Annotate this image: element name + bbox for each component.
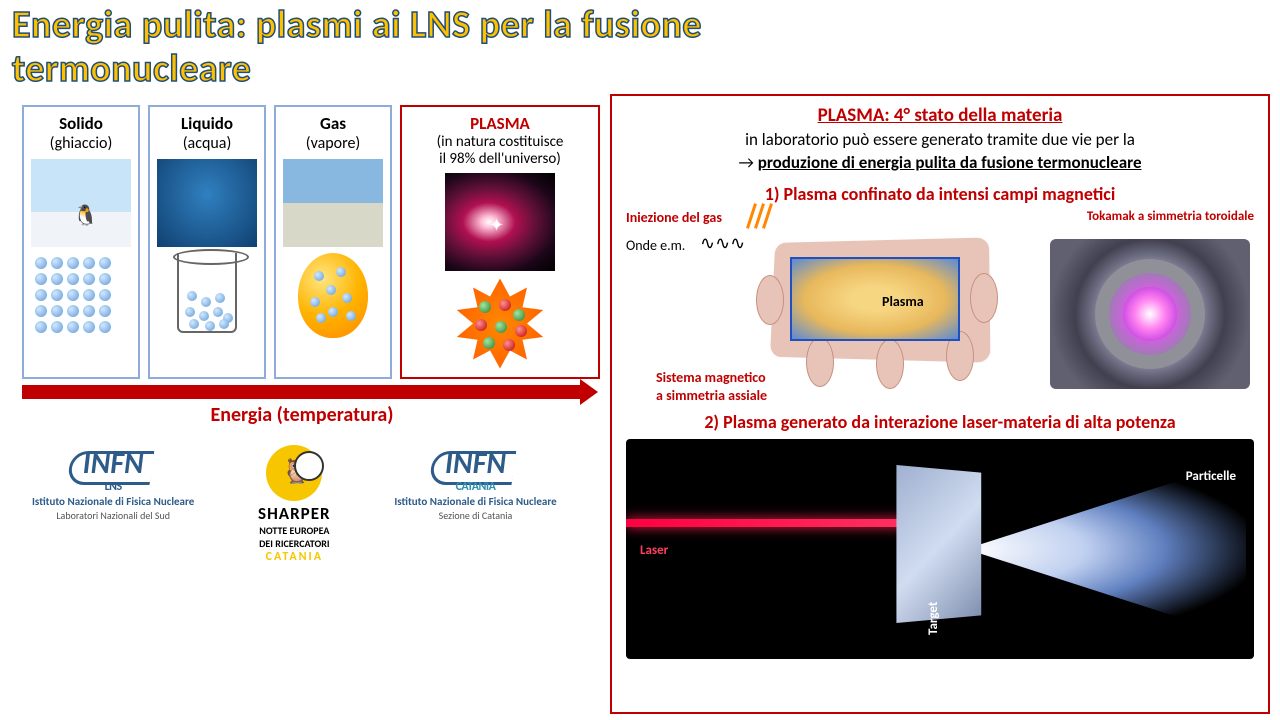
label-magsys1: Sistema magnetico (656, 369, 766, 386)
rp-line3: produzione di energia pulita da fusione … (758, 152, 1142, 173)
gas-photo (283, 159, 383, 247)
rp-title: PLASMA: 4° stato della materia (626, 104, 1254, 127)
rp-line3-wrap: → produzione di energia pulita da fusion… (626, 152, 1254, 173)
state-name: Solido (59, 113, 103, 134)
solido-molecules-icon (31, 253, 131, 343)
sharper-t3: DEI RICERCATORI (224, 537, 364, 550)
left-panel: Solido (ghiaccio) 🐧 Liquido (acqua) (22, 105, 602, 564)
state-sub1: (in natura costituisce (437, 134, 564, 151)
right-panel: PLASMA: 4° stato della materia in labora… (610, 94, 1270, 714)
diagram-laser: Laser Target Particelle (626, 439, 1254, 659)
sharper-t2: NOTTE EUROPEA (224, 524, 364, 537)
rp-line2: in laboratorio può essere generato trami… (626, 129, 1254, 150)
energy-arrow (22, 385, 582, 399)
infn-line2: Sezione di Catania (394, 509, 556, 522)
section2-title: 2) Plasma generato da interazione laser-… (626, 411, 1254, 433)
target-plate-icon (896, 465, 981, 623)
infn-line1: Istituto Nazionale di Fisica Nucleare (32, 495, 194, 508)
label-injection: Iniezione del gas (626, 209, 722, 226)
bubble-icon (294, 451, 324, 481)
state-sub2: il 98% dell'universo) (439, 151, 561, 168)
label-particles: Particelle (1186, 469, 1236, 484)
diagram-magnetic: Iniezione del gas Onde e.m. ∿∿∿ Plasma S… (626, 209, 1254, 409)
gas-lines-icon (746, 203, 776, 233)
states-row: Solido (ghiaccio) 🐧 Liquido (acqua) (22, 105, 602, 379)
label-waves: Onde e.m. (626, 237, 685, 254)
label-target: Target (926, 602, 941, 635)
chamber-icon (766, 239, 986, 359)
state-sub: (ghiaccio) (50, 134, 113, 153)
plasma-nebula-photo (445, 173, 555, 271)
page-title: Energia pulita: plasmi ai LNS per la fus… (12, 4, 702, 91)
plasma-sun-icon (450, 279, 550, 371)
liquido-photo (157, 159, 257, 247)
solido-photo: 🐧 (31, 159, 131, 247)
state-liquido: Liquido (acqua) (148, 105, 266, 379)
state-name: Liquido (181, 113, 233, 134)
sharper-t4: CATANIA (224, 550, 364, 564)
wave-icon: ∿∿∿ (700, 233, 745, 254)
label-plasma: Plasma (882, 293, 924, 310)
infn-text: INFN (445, 445, 506, 482)
energy-axis-label: Energia (temperatura) (22, 403, 582, 427)
title-line2: termonucleare (12, 46, 251, 92)
label-tokamak: Tokamak a simmetria toroidale (1087, 209, 1254, 224)
arrow-icon: → (738, 152, 757, 173)
infn-sub: CATANIA (394, 480, 556, 494)
infn-lns-logo: INFN LNS Istituto Nazionale di Fisica Nu… (32, 445, 194, 522)
label-magsys2: a simmetria assiale (656, 387, 767, 404)
state-sub: (vapore) (306, 134, 361, 153)
state-name: Gas (320, 113, 346, 134)
infn-line2: Laboratori Nazionali del Sud (32, 509, 194, 522)
tokamak-icon (1050, 239, 1250, 389)
state-gas: Gas (vapore) (274, 105, 392, 379)
state-solido: Solido (ghiaccio) 🐧 (22, 105, 140, 379)
state-sub: (acqua) (183, 134, 232, 153)
liquido-molecules-icon (157, 253, 257, 343)
state-name: PLASMA (470, 113, 530, 134)
particles-cone-icon (966, 459, 1246, 639)
infn-text: INFN (83, 445, 144, 482)
infn-line1: Istituto Nazionale di Fisica Nucleare (394, 495, 556, 508)
infn-sub: LNS (32, 480, 194, 494)
right-header: PLASMA: 4° stato della materia in labora… (626, 104, 1254, 173)
sharper-t1: SHARPER (224, 503, 364, 524)
label-laser: Laser (640, 543, 668, 558)
state-plasma: PLASMA (in natura costituisce il 98% del… (400, 105, 600, 379)
laser-beam-icon (626, 519, 906, 527)
sharper-logo: SHARPER NOTTE EUROPEA DEI RICERCATORI CA… (224, 445, 364, 564)
infn-catania-logo: INFN CATANIA Istituto Nazionale di Fisic… (394, 445, 556, 522)
gas-molecules-icon (283, 253, 383, 343)
section1-title: 1) Plasma confinato da intensi campi mag… (626, 183, 1254, 205)
title-line1: Energia pulita: plasmi ai LNS per la fus… (12, 2, 702, 48)
logos-row: INFN LNS Istituto Nazionale di Fisica Nu… (22, 445, 602, 564)
